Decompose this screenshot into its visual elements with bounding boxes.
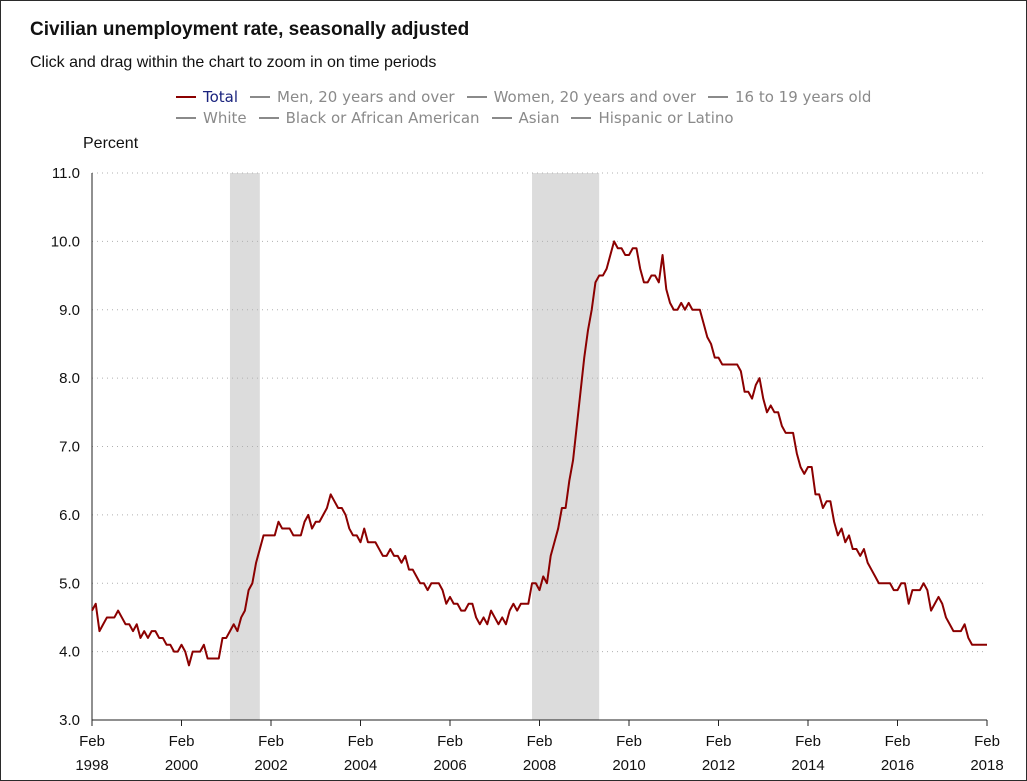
y-axis-label: Percent xyxy=(83,135,139,152)
x-tick-year-label: 1998 xyxy=(75,757,108,774)
legend-label-hispanic: Hispanic or Latino xyxy=(598,109,734,127)
x-tick-month-label: Feb xyxy=(348,733,374,750)
y-tick-label: 8.0 xyxy=(59,370,80,387)
legend-label-women: Women, 20 years and over xyxy=(493,88,696,106)
x-tick-month-label: Feb xyxy=(885,733,911,750)
y-tick-label: 9.0 xyxy=(59,302,80,319)
series-line-total[interactable] xyxy=(91,240,987,667)
x-tick-month-label: Feb xyxy=(437,733,463,750)
x-tick-year-label: 2016 xyxy=(881,757,914,774)
x-tick-year-label: 2006 xyxy=(433,757,466,774)
x-tick-year-label: 2008 xyxy=(523,757,556,774)
legend-item-teens[interactable]: 16 to 19 years old xyxy=(707,88,872,106)
x-tick-month-label: Feb xyxy=(706,733,732,750)
legend-swatch-black xyxy=(258,117,279,119)
x-tick-month-label: Feb xyxy=(974,733,1000,750)
legend-label-white: White xyxy=(203,109,247,127)
y-tick-label: 4.0 xyxy=(59,644,80,661)
legend-label-men: Men, 20 years and over xyxy=(277,88,455,106)
legend-row-2: White Black or African American Asian Hi… xyxy=(176,109,734,127)
legend-item-men[interactable]: Men, 20 years and over xyxy=(250,88,455,106)
y-tick-label: 6.0 xyxy=(59,507,80,524)
x-tick-year-label: 2004 xyxy=(344,757,377,774)
legend-row-1: Total Men, 20 years and over Women, 20 y… xyxy=(176,88,871,106)
y-tick-label: 5.0 xyxy=(59,575,80,592)
chart-title: Civilian unemployment rate, seasonally a… xyxy=(30,19,470,40)
legend-swatch-total xyxy=(176,96,196,98)
legend-item-hispanic[interactable]: Hispanic or Latino xyxy=(571,109,734,127)
y-tick-label: 7.0 xyxy=(59,439,80,456)
legend-swatch-hispanic xyxy=(571,117,592,119)
recession-band-1 xyxy=(229,173,260,720)
x-tick-month-label: Feb xyxy=(79,733,105,750)
legend-item-black[interactable]: Black or African American xyxy=(258,109,480,127)
x-tick-year-label: 2000 xyxy=(165,757,198,774)
legend-swatch-white xyxy=(176,117,196,119)
legend-item-total[interactable]: Total xyxy=(176,88,238,106)
x-tick-month-label: Feb xyxy=(169,733,195,750)
legend-label-asian: Asian xyxy=(518,109,560,127)
legend-swatch-women xyxy=(466,96,487,98)
legend-label-teens: 16 to 19 years old xyxy=(734,88,872,106)
x-tick-month-label: Feb xyxy=(616,733,642,750)
y-tick-label: 3.0 xyxy=(59,712,80,729)
chart-subtitle: Click and drag within the chart to zoom … xyxy=(30,54,437,71)
legend-swatch-men xyxy=(250,96,271,98)
x-tick-month-label: Feb xyxy=(258,733,284,750)
x-tick-year-label: 2010 xyxy=(612,757,645,774)
legend-item-white[interactable]: White xyxy=(176,109,247,127)
x-tick-year-label: 2002 xyxy=(254,757,287,774)
y-tick-label: 11.0 xyxy=(52,165,80,182)
legend-label-total: Total xyxy=(203,88,239,106)
legend-swatch-asian xyxy=(491,117,512,119)
x-tick-year-label: 2012 xyxy=(702,757,735,774)
legend-label-black: Black or African American xyxy=(285,109,480,127)
legend-item-women[interactable]: Women, 20 years and over xyxy=(466,88,696,106)
x-tick-year-label: 2014 xyxy=(791,757,824,774)
x-tick-month-label: Feb xyxy=(795,733,821,750)
y-tick-label: 10.0 xyxy=(51,233,80,250)
x-tick-year-label: 2018 xyxy=(970,757,1003,774)
legend-item-asian[interactable]: Asian xyxy=(491,109,560,127)
x-tick-month-label: Feb xyxy=(527,733,553,750)
legend-swatch-teens xyxy=(707,96,728,98)
